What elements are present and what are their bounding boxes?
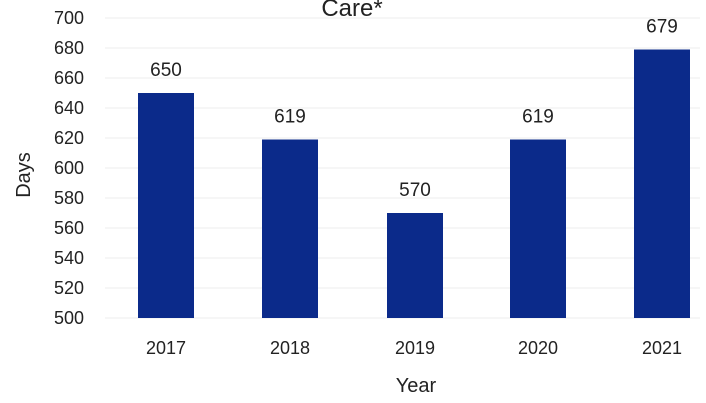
- data-label-2017: 650: [150, 60, 182, 81]
- y-tick-label: 580: [54, 188, 84, 208]
- bar-2017: [138, 93, 194, 318]
- x-tick-label-2019: 2019: [395, 338, 435, 358]
- y-tick-label: 640: [54, 98, 84, 118]
- y-axis-ticks: 500 520 540 560 580 600 620 640 660 680 700: [54, 8, 84, 328]
- chart-title: Care*: [321, 0, 382, 22]
- data-label-2020: 619: [522, 107, 554, 128]
- x-tick-label-2017: 2017: [146, 338, 186, 358]
- y-tick-label: 700: [54, 8, 84, 28]
- data-label-2021: 679: [646, 17, 678, 38]
- y-tick-label: 560: [54, 218, 84, 238]
- x-tick-label-2020: 2020: [518, 338, 558, 358]
- bar-2019: [387, 213, 443, 318]
- y-tick-label: 620: [54, 128, 84, 148]
- bars: [138, 49, 690, 318]
- y-tick-label: 500: [54, 308, 84, 328]
- data-labels: 650 619 570 619 679: [150, 17, 678, 202]
- y-axis-title: Days: [13, 152, 35, 198]
- y-tick-label: 680: [54, 38, 84, 58]
- y-tick-label: 600: [54, 158, 84, 178]
- bar-2021: [634, 49, 690, 318]
- data-label-2019: 570: [399, 180, 431, 201]
- y-tick-label: 520: [54, 278, 84, 298]
- x-tick-label-2018: 2018: [270, 338, 310, 358]
- y-tick-label: 660: [54, 68, 84, 88]
- x-tick-label-2021: 2021: [642, 338, 682, 358]
- data-label-2018: 619: [274, 107, 306, 128]
- gridlines: [105, 17, 700, 319]
- x-axis-title: Year: [396, 375, 437, 397]
- y-tick-label: 540: [54, 248, 84, 268]
- bar-2018: [262, 139, 318, 318]
- x-axis-ticks: 2017 2018 2019 2020 2021: [146, 338, 682, 358]
- bar-2020: [510, 139, 566, 318]
